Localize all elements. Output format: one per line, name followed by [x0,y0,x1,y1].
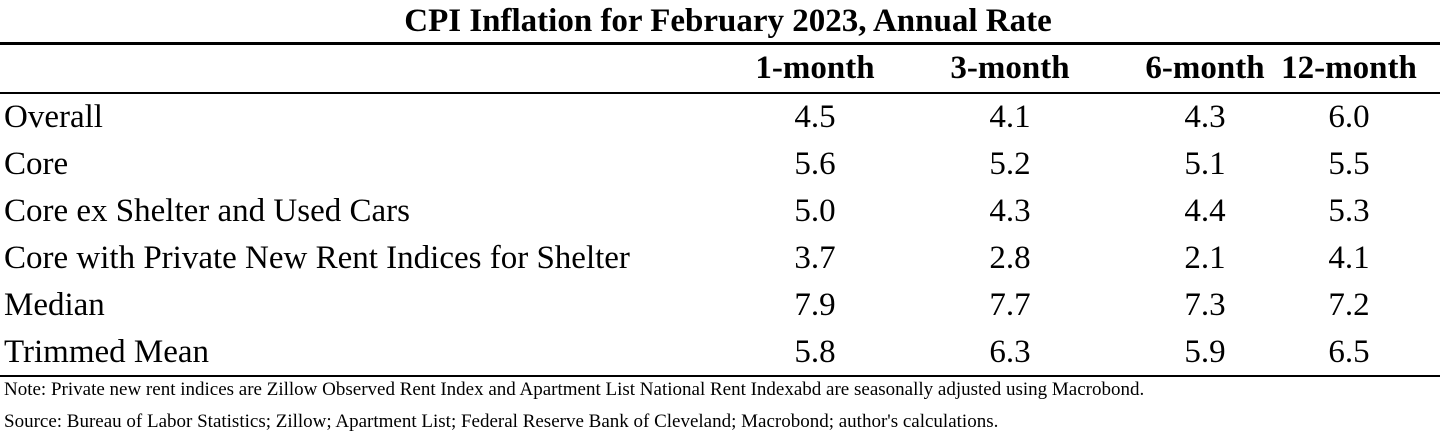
column-header-row: 1-month 3-month 6-month 12-month [0,45,1440,91]
table-title: CPI Inflation for February 2023, Annual … [404,3,1052,39]
row-label: Overall [4,99,103,135]
table-cell: 4.4 [1184,193,1226,229]
table-cell: 4.3 [989,193,1031,229]
table-cell: 4.3 [1184,99,1226,135]
table-row: Core with Private New Rent Indices for S… [0,235,1440,282]
table-cell: 6.5 [1328,334,1370,370]
top-rule [0,42,1440,45]
header-rule [0,92,1440,94]
table-cell: 3.7 [794,240,836,276]
table-cell: 5.5 [1328,146,1370,182]
bottom-rule [0,375,1440,377]
table-row: Overall 4.5 4.1 4.3 6.0 [0,94,1440,141]
table-note: Note: Private new rent indices are Zillo… [4,379,1145,400]
table-row: Core ex Shelter and Used Cars 5.0 4.3 4.… [0,188,1440,235]
column-header-6-month: 6-month [1145,50,1265,86]
table-cell: 5.2 [989,146,1031,182]
table-cell: 7.9 [794,287,836,323]
table-cell: 2.1 [1184,240,1226,276]
table-cell: 5.1 [1184,146,1226,182]
table-cell: 5.3 [1328,193,1370,229]
table-cell: 7.2 [1328,287,1370,323]
table-cell: 7.7 [989,287,1031,323]
table-cell: 5.0 [794,193,836,229]
table-source: Source: Bureau of Labor Statistics; Zill… [4,411,999,432]
row-label: Core [4,146,69,182]
row-label: Core ex Shelter and Used Cars [4,193,410,229]
table-cell: 6.0 [1328,99,1370,135]
table-cell: 5.9 [1184,334,1226,370]
table-cell: 4.1 [1328,240,1370,276]
table-cell: 4.5 [794,99,836,135]
column-header-12-month: 12-month [1281,50,1417,86]
column-header-3-month: 3-month [950,50,1070,86]
table-body: Overall 4.5 4.1 4.3 6.0 Core 5.6 5.2 5.1… [0,94,1440,376]
table-cell: 7.3 [1184,287,1226,323]
table-cell: 5.6 [794,146,836,182]
table-cell: 5.8 [794,334,836,370]
table-row: Trimmed Mean 5.8 6.3 5.9 6.5 [0,329,1440,376]
table-cell: 6.3 [989,334,1031,370]
row-label: Median [4,287,105,323]
table-cell: 2.8 [989,240,1031,276]
table-cell: 4.1 [989,99,1031,135]
table-row: Core 5.6 5.2 5.1 5.5 [0,141,1440,188]
row-label: Core with Private New Rent Indices for S… [4,240,630,276]
column-header-1-month: 1-month [755,50,875,86]
table-row: Median 7.9 7.7 7.3 7.2 [0,282,1440,329]
row-label: Trimmed Mean [4,334,210,370]
